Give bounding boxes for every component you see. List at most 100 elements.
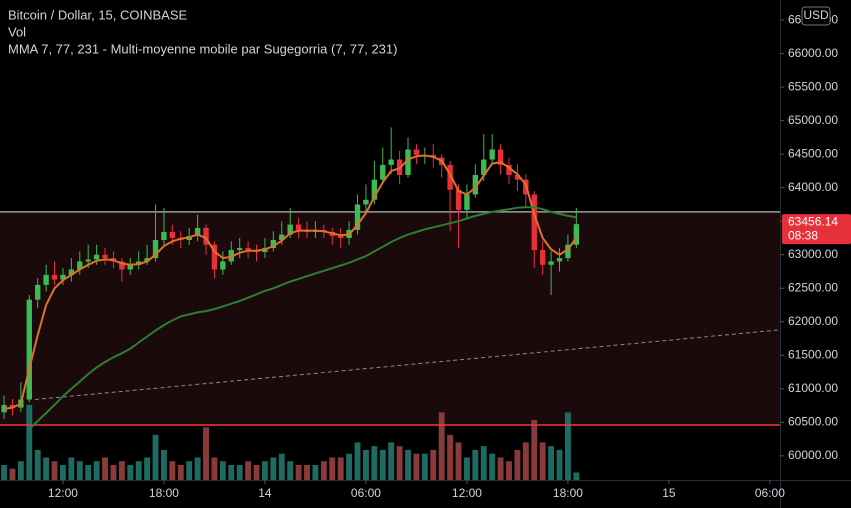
candle-body [295, 224, 302, 230]
volume-bar [152, 434, 159, 480]
candle-body [270, 240, 277, 249]
candle-body [85, 259, 91, 262]
candle-body [279, 234, 285, 240]
volume-bar [548, 446, 555, 480]
y-tick-label: 66000.00 [788, 46, 838, 60]
candle-body [35, 284, 41, 300]
candle-body [531, 194, 537, 251]
volume-bar [438, 412, 445, 480]
volume-bar [472, 449, 479, 480]
candle-body [464, 194, 470, 210]
candle-body [371, 179, 378, 200]
volume-bar [51, 461, 58, 480]
moving-average [3, 154, 578, 410]
x-tick-label: 18:00 [553, 486, 583, 500]
volume-bar [245, 461, 252, 480]
x-tick-label: 12:00 [452, 486, 482, 500]
candle-body [245, 248, 251, 251]
volume-bar [17, 461, 24, 480]
volume-bar [270, 457, 277, 480]
volume-bar [388, 442, 395, 480]
volume-bar [489, 453, 496, 480]
candle-body [472, 174, 479, 195]
volume-bar [203, 427, 209, 480]
volume-bar [110, 464, 117, 480]
currency-badge [801, 6, 831, 26]
moving-average [28, 206, 577, 430]
x-tick-label: 18:00 [149, 486, 179, 500]
candle-body [455, 189, 462, 210]
trend-line [34, 329, 781, 401]
volume-bar [68, 457, 75, 480]
volume-bar [219, 461, 226, 480]
candle-body [194, 227, 201, 236]
volume-bar [573, 472, 580, 480]
candle-body [144, 258, 150, 262]
candle-body [539, 250, 546, 265]
candle-body [220, 261, 226, 270]
x-tick-label: 15 [662, 486, 676, 500]
volume-bar [413, 453, 420, 480]
volume-bar [312, 464, 319, 480]
y-tick-label: 60000.00 [788, 448, 838, 462]
chart-title: Bitcoin / Dollar, 15, COINBASE [8, 7, 188, 22]
candle-body [60, 274, 66, 280]
volume-bar [522, 442, 529, 480]
x-tick-label: 06:00 [351, 486, 381, 500]
volume-bar [337, 457, 344, 480]
candle-body [447, 164, 453, 190]
volume-bar [463, 457, 470, 480]
volume-bar [102, 457, 108, 480]
candle-body [337, 235, 344, 238]
candle-body [481, 159, 487, 175]
candle-body [119, 261, 125, 270]
candle-body [161, 231, 167, 240]
candle-body [211, 244, 218, 270]
volume-bar [43, 457, 50, 480]
candle-body [102, 254, 108, 259]
candle-body [497, 149, 504, 165]
candle-body [43, 274, 49, 285]
zone [0, 211, 780, 426]
candle-body [93, 254, 100, 260]
candle-body [380, 164, 386, 180]
volume-bar [320, 461, 327, 480]
volume-bar [497, 457, 504, 480]
y-tick-label: 65500.00 [788, 79, 838, 93]
candle-body [236, 248, 243, 251]
volume-bar [346, 453, 353, 480]
volume-bar [295, 464, 302, 480]
volume-bar [447, 434, 454, 480]
volume-bar [354, 442, 361, 480]
candle-body [169, 231, 176, 238]
volume-bar [144, 457, 151, 480]
y-tick-label: 63000.00 [788, 247, 838, 261]
candle-body [388, 159, 394, 165]
candle-body [354, 204, 361, 230]
volume-bar [194, 457, 201, 480]
volume-bar [135, 461, 142, 480]
x-tick-label: 06:00 [755, 486, 785, 500]
volume-bar [34, 449, 41, 480]
volume-bar [304, 464, 310, 480]
candle-body [548, 261, 554, 265]
volume-bar [514, 449, 521, 480]
volume-bar [177, 464, 184, 480]
candle-body [565, 244, 571, 259]
volume-bar [9, 468, 16, 480]
candle-body [152, 240, 159, 259]
volume-bar [76, 461, 83, 480]
y-tick-label: 60500.00 [788, 415, 838, 429]
volume-bar [127, 464, 134, 480]
volume-bar [169, 461, 176, 480]
candle-body [556, 258, 563, 262]
volume-bar [278, 453, 285, 480]
price-label: 63456.14 [788, 214, 838, 228]
volume-bar [261, 461, 268, 480]
y-tick-label: 61000.00 [788, 381, 838, 395]
countdown: 08:38 [788, 228, 818, 242]
volume-bar [253, 464, 260, 480]
legend-line: MMA 7, 77, 231 - Multi-moyenne mobile pa… [8, 41, 397, 56]
volume-bar [228, 464, 235, 480]
volume-bar [506, 461, 512, 480]
